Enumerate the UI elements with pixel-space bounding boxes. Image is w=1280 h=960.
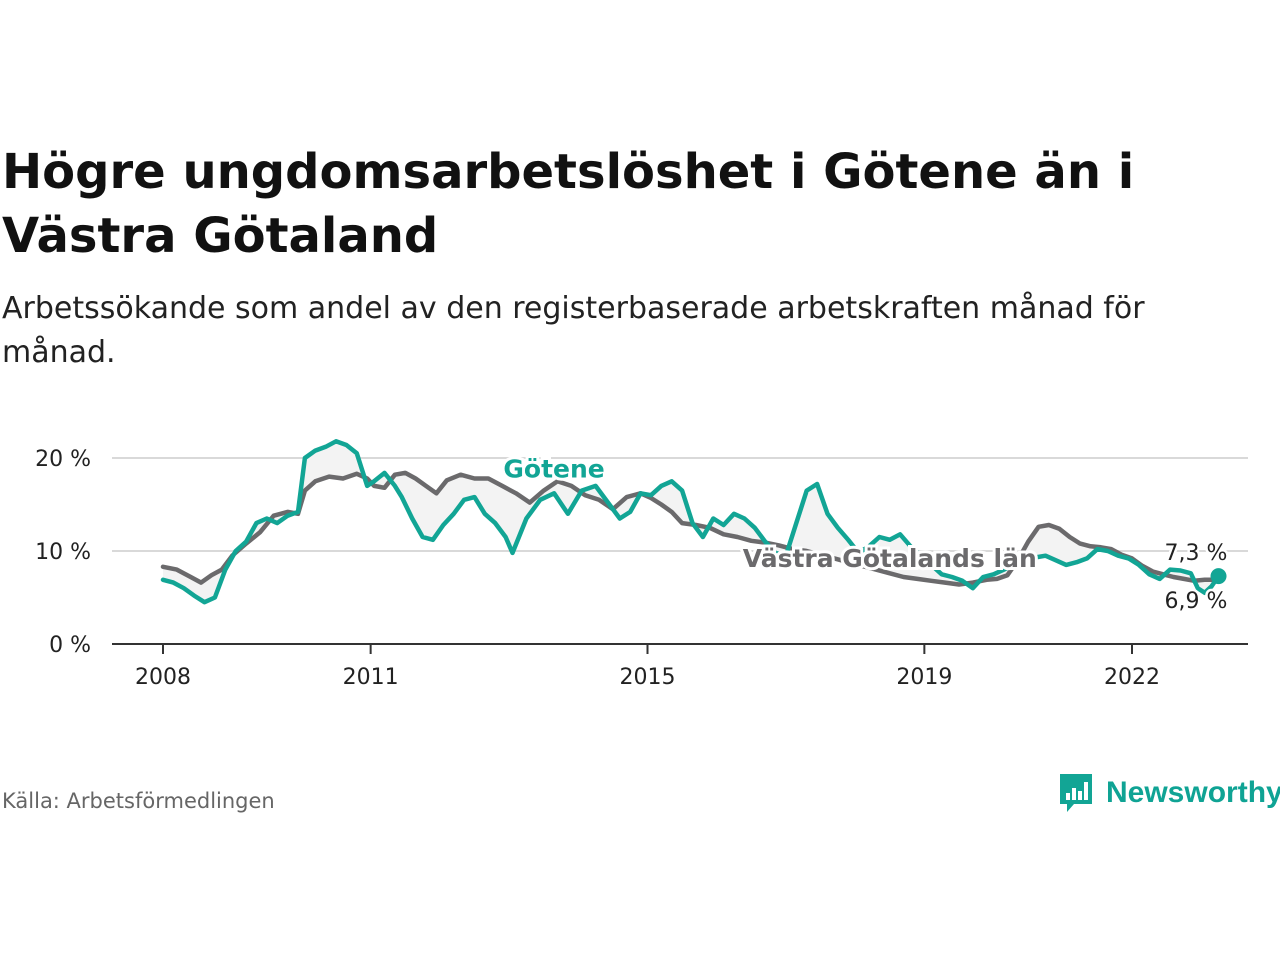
- x-tick-label: 2011: [343, 665, 399, 690]
- y-tick-label: 20 %: [35, 447, 91, 472]
- y-tick-label: 0 %: [49, 633, 91, 658]
- series-line-vastra-gotalands-lan: [160, 470, 1221, 587]
- chart-title: Högre ungdomsarbetslöshet i Götene än i …: [2, 144, 1135, 264]
- x-tick-label: 2022: [1104, 665, 1160, 690]
- line-chart: 0 % 10 % 20 % 2008 2011 2015 2019 2022 Götene Väs…: [35, 439, 1248, 690]
- series-label-gotene: Götene: [503, 455, 604, 484]
- source-note: Källa: Arbetsförmedlingen: [2, 789, 275, 813]
- series-label-vastra-gotalands-lan: Västra Götalands län: [743, 544, 1037, 573]
- x-tick-label: 2008: [135, 665, 191, 690]
- end-label-vastra-gotalands-lan: 6,9 %: [1165, 589, 1228, 614]
- end-label-gotene: 7,3 %: [1165, 541, 1228, 566]
- brand: Newsworthy: [1058, 770, 1280, 816]
- endpoint-marker-gotene: [1210, 568, 1227, 585]
- x-tick-label: 2019: [896, 665, 952, 690]
- brand-name: Newsworthy: [1106, 776, 1280, 809]
- x-tick-label: 2015: [620, 665, 676, 690]
- newsworthy-logo-icon: [1060, 774, 1092, 812]
- chart-subtitle: Arbetssökande som andel av den registerb…: [2, 291, 1145, 370]
- y-tick-label: 10 %: [35, 540, 91, 565]
- series-line-gotene: [160, 439, 1221, 605]
